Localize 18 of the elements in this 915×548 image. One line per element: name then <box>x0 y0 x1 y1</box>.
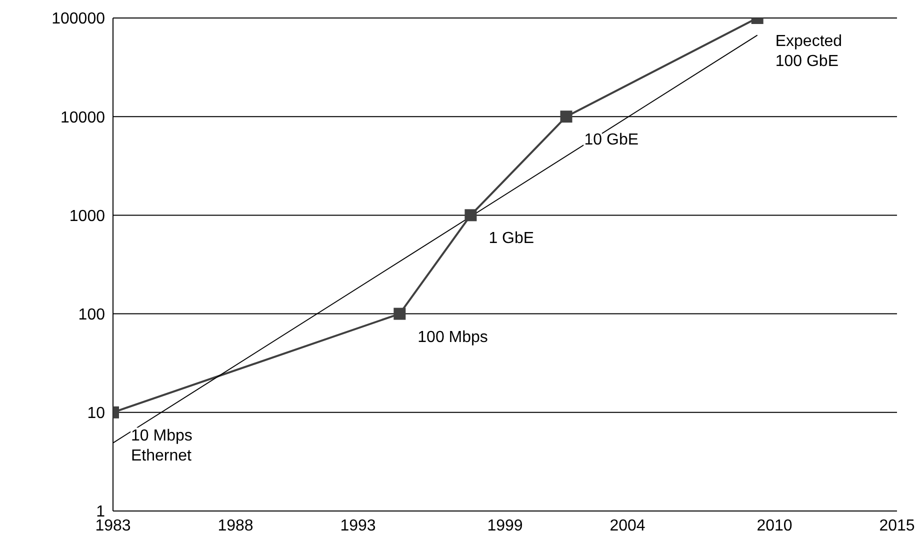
x-tick-label: 2010 <box>756 517 792 534</box>
y-tick-label: 1000 <box>69 208 106 225</box>
annotation: 1 GbE <box>488 230 534 248</box>
annotation: 10 Mbps Ethernet <box>131 427 192 464</box>
point <box>560 110 572 123</box>
y-tick-label: 10000 <box>60 109 106 126</box>
x-tick-label: 1988 <box>218 517 254 534</box>
point <box>394 308 406 320</box>
x-tick-label: 2004 <box>610 517 646 534</box>
y-tick-label: 100 <box>78 306 106 324</box>
x-tick-label: 1999 <box>487 517 523 534</box>
x-tick-label: 1993 <box>340 517 376 534</box>
annotation: Expected 100 GbE <box>775 33 842 70</box>
point <box>464 209 477 222</box>
y-tick-label: 100000 <box>52 10 106 28</box>
y-tick-label: 10 <box>87 405 106 422</box>
x-tick-label: 2015 <box>879 517 915 534</box>
annotation: 100 Mbps <box>418 328 488 346</box>
